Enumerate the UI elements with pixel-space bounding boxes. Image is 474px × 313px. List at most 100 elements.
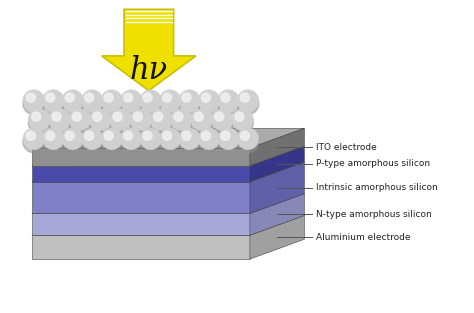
Circle shape (49, 109, 71, 131)
Circle shape (62, 90, 83, 111)
Circle shape (191, 112, 213, 134)
Circle shape (101, 93, 123, 115)
Polygon shape (32, 148, 250, 166)
Circle shape (218, 90, 239, 111)
Circle shape (89, 112, 111, 134)
Circle shape (154, 112, 163, 121)
Circle shape (198, 90, 220, 111)
Polygon shape (32, 213, 250, 235)
Polygon shape (32, 215, 304, 235)
Circle shape (82, 131, 103, 153)
Circle shape (218, 131, 239, 153)
Polygon shape (32, 128, 304, 148)
Circle shape (174, 112, 183, 121)
Circle shape (198, 93, 220, 115)
Circle shape (179, 131, 201, 153)
Circle shape (201, 93, 210, 102)
Circle shape (109, 109, 131, 131)
Text: hν: hν (130, 55, 168, 86)
Circle shape (221, 131, 230, 140)
Circle shape (82, 90, 103, 111)
Circle shape (211, 112, 233, 134)
Circle shape (159, 90, 181, 111)
Circle shape (140, 131, 162, 153)
Circle shape (140, 93, 162, 115)
Circle shape (182, 93, 191, 102)
Circle shape (120, 128, 142, 150)
Circle shape (237, 128, 259, 150)
Text: ITO electrode: ITO electrode (316, 143, 377, 151)
Circle shape (109, 112, 131, 134)
Text: Intrinsic amorphous silicon: Intrinsic amorphous silicon (316, 183, 438, 192)
Circle shape (159, 131, 181, 153)
Polygon shape (32, 146, 304, 166)
Circle shape (237, 90, 259, 111)
Circle shape (130, 109, 152, 131)
Circle shape (101, 128, 123, 150)
Text: N-type amorphous silicon: N-type amorphous silicon (316, 210, 432, 219)
Circle shape (62, 131, 83, 153)
Circle shape (92, 112, 102, 121)
Polygon shape (32, 235, 250, 259)
Text: Aluminium electrode: Aluminium electrode (316, 233, 411, 242)
Polygon shape (32, 166, 250, 182)
Circle shape (65, 131, 74, 140)
Circle shape (130, 112, 152, 134)
Circle shape (42, 90, 64, 111)
Circle shape (201, 131, 210, 140)
Circle shape (198, 128, 220, 150)
Polygon shape (32, 182, 250, 213)
Circle shape (62, 93, 83, 115)
Circle shape (69, 112, 91, 134)
Circle shape (124, 93, 133, 102)
Circle shape (179, 90, 201, 111)
Polygon shape (250, 162, 304, 213)
Circle shape (23, 93, 45, 115)
Circle shape (182, 131, 191, 140)
Circle shape (46, 93, 55, 102)
Circle shape (101, 131, 123, 153)
Circle shape (26, 93, 36, 102)
Circle shape (23, 128, 45, 150)
Circle shape (179, 128, 201, 150)
Circle shape (62, 128, 83, 150)
Polygon shape (250, 215, 304, 259)
Circle shape (194, 112, 203, 121)
Circle shape (65, 93, 74, 102)
Circle shape (159, 128, 181, 150)
Circle shape (163, 131, 172, 140)
Polygon shape (32, 162, 304, 182)
Circle shape (235, 112, 244, 121)
Polygon shape (102, 9, 196, 90)
Circle shape (124, 131, 133, 140)
Circle shape (237, 131, 259, 153)
Circle shape (120, 90, 142, 111)
Polygon shape (250, 194, 304, 235)
Circle shape (140, 128, 162, 150)
Circle shape (23, 131, 45, 153)
Circle shape (240, 131, 249, 140)
Circle shape (150, 109, 172, 131)
Circle shape (104, 93, 113, 102)
Circle shape (211, 109, 233, 131)
Circle shape (69, 109, 91, 131)
Circle shape (46, 131, 55, 140)
Circle shape (82, 128, 103, 150)
Circle shape (179, 93, 201, 115)
Circle shape (231, 109, 254, 131)
Circle shape (72, 112, 82, 121)
Circle shape (198, 131, 220, 153)
Circle shape (221, 93, 230, 102)
Circle shape (133, 112, 142, 121)
Circle shape (215, 112, 224, 121)
Circle shape (52, 112, 61, 121)
Circle shape (28, 109, 50, 131)
Circle shape (84, 93, 94, 102)
Circle shape (218, 128, 239, 150)
Circle shape (32, 112, 41, 121)
Circle shape (120, 93, 142, 115)
Circle shape (89, 109, 111, 131)
Circle shape (231, 112, 254, 134)
Circle shape (49, 112, 71, 134)
Circle shape (237, 93, 259, 115)
